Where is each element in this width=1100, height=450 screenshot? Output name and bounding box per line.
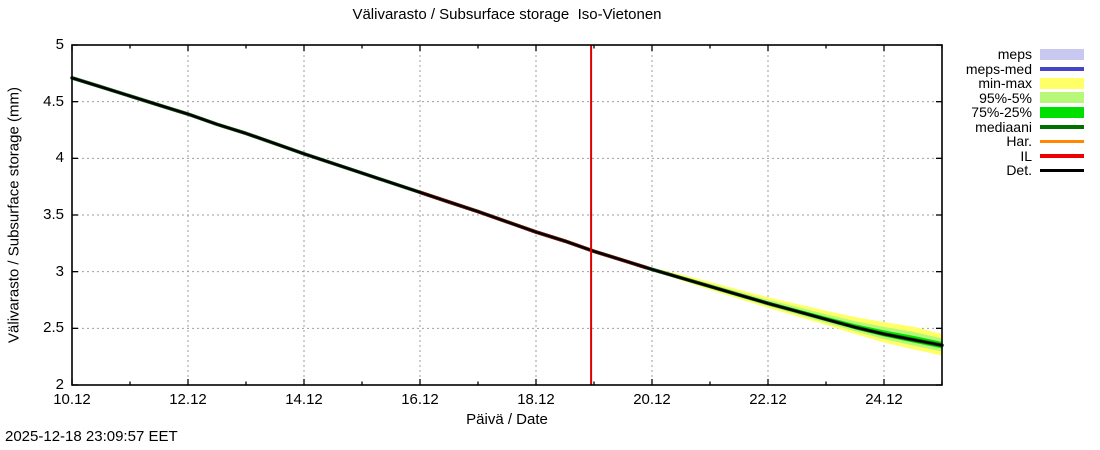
x-tick-label: 14.12 (285, 391, 323, 408)
legend-swatch-line (1040, 67, 1084, 71)
legend-item-label: min-max (978, 75, 1032, 92)
legend-swatch-band (1040, 106, 1084, 118)
y-tick-label: 4 (55, 149, 64, 167)
legend-item-label: mediaani (975, 118, 1032, 135)
legend-item-75-25-: 75%-25% (966, 104, 1084, 121)
y-tick-label: 4.5 (43, 92, 64, 110)
x-tick-label: 12.12 (169, 391, 207, 408)
legend-swatch-band (1040, 77, 1084, 89)
band-75%-25% (623, 260, 942, 349)
x-tick-label: 20.12 (633, 391, 671, 408)
x-tick-label: 10.12 (53, 391, 91, 408)
legend-swatch-band (1040, 48, 1084, 60)
legend: meps meps-med min-max 95%-5% 75%-25% mediaani… (965, 46, 1084, 179)
legend-item-mediaani: mediaani (966, 118, 1084, 135)
legend-item-label: meps (997, 46, 1032, 63)
legend-item-det-: Det. (966, 162, 1084, 179)
legend-item-label: meps-med (965, 60, 1032, 77)
det-line (70, 76, 944, 347)
legend-swatch-line (1040, 139, 1084, 143)
x-tick-label: 18.12 (517, 391, 555, 408)
legend-swatch-line (1040, 125, 1084, 129)
y-tick-label: 2 (55, 376, 64, 393)
legend-item-label: 95%-5% (979, 89, 1032, 106)
legend-item-il: IL (966, 147, 1084, 164)
chart-title: Välivarasto / Subsurface storage Iso-Vie… (352, 6, 662, 23)
legend-item-har-: Har. (966, 133, 1084, 150)
y-tick-label: 3.5 (43, 206, 64, 223)
legend-item-meps: meps (966, 46, 1084, 63)
legend-item-label: Det. (1006, 162, 1032, 179)
x-tick-label: 16.12 (401, 391, 439, 408)
x-axis-label: Päivä / Date (466, 411, 548, 428)
legend-item-min-max: min-max (966, 75, 1084, 92)
x-tick-label: 22.12 (749, 391, 787, 408)
mediaani-line (70, 76, 944, 348)
legend-item-label: 75%-25% (971, 104, 1032, 121)
legend-swatch-line (1040, 168, 1084, 172)
grid-lines (72, 45, 942, 385)
legend-item-label: Har. (1006, 133, 1032, 150)
legend-swatch-line (1040, 154, 1084, 158)
tick-marks (71, 44, 943, 386)
x-tick-label: 24.12 (865, 391, 903, 408)
y-tick-label: 2.5 (43, 319, 64, 337)
y-tick-label: 5 (55, 36, 64, 53)
legend-item-95-5-: 95%-5% (966, 89, 1084, 106)
timestamp-label: 2025-12-18 23:09:57 EET (5, 428, 178, 445)
legend-item-label: IL (1020, 147, 1032, 164)
y-tick-label: 3 (55, 262, 64, 280)
legend-swatch-band (1040, 92, 1084, 104)
legend-item-meps-med: meps-med (965, 60, 1084, 77)
